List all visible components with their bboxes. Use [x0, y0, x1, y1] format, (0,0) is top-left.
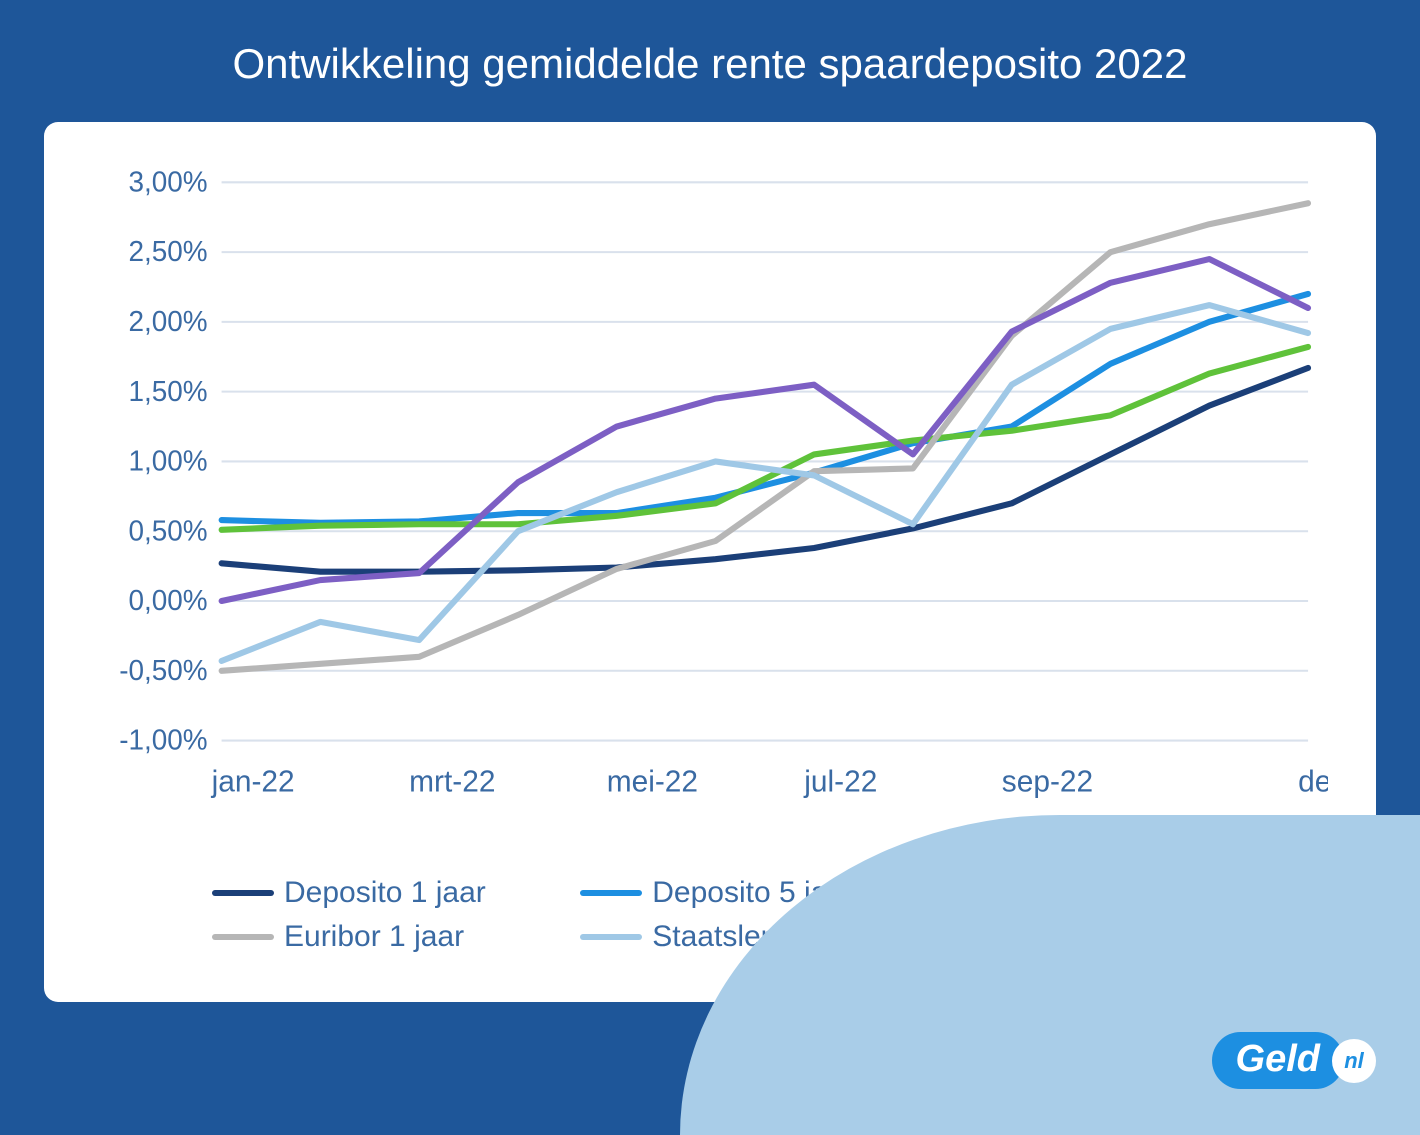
- y-axis-label: 3,00%: [129, 166, 208, 197]
- y-axis-label: -1,00%: [119, 724, 207, 755]
- y-axis-label: -0,50%: [119, 655, 207, 686]
- x-axis-label: dec-22: [1298, 765, 1328, 798]
- series-line: [222, 294, 1308, 523]
- brand-logo: Geld nl: [1212, 1032, 1376, 1089]
- legend-swatch: [580, 934, 642, 940]
- y-axis-label: 1,50%: [129, 376, 208, 407]
- chart-title: Ontwikkeling gemiddelde rente spaardepos…: [44, 40, 1376, 88]
- x-axis-label: jul-22: [803, 765, 877, 798]
- y-axis-label: 2,50%: [129, 236, 208, 267]
- legend-item: Euribor 1 jaar: [212, 920, 580, 954]
- legend-item: Deposito 1 jaar: [212, 876, 580, 910]
- legend-label: Deposito 1 jaar: [284, 876, 486, 910]
- legend-swatch: [212, 890, 274, 896]
- y-axis-label: 0,50%: [129, 515, 208, 546]
- y-axis-label: 1,00%: [129, 445, 208, 476]
- x-axis-label: jan-22: [211, 765, 295, 798]
- series-line: [222, 259, 1308, 601]
- legend-swatch: [212, 934, 274, 940]
- logo-text: Geld: [1212, 1032, 1344, 1089]
- y-axis-label: 0,00%: [129, 585, 208, 616]
- logo-suffix: nl: [1332, 1039, 1376, 1083]
- x-axis-label: mrt-22: [409, 765, 495, 798]
- y-axis-label: 2,00%: [129, 306, 208, 337]
- x-axis-label: sep-22: [1002, 765, 1093, 798]
- legend-swatch: [580, 890, 642, 896]
- legend-label: Euribor 1 jaar: [284, 920, 464, 954]
- x-axis-label: mei-22: [607, 765, 698, 798]
